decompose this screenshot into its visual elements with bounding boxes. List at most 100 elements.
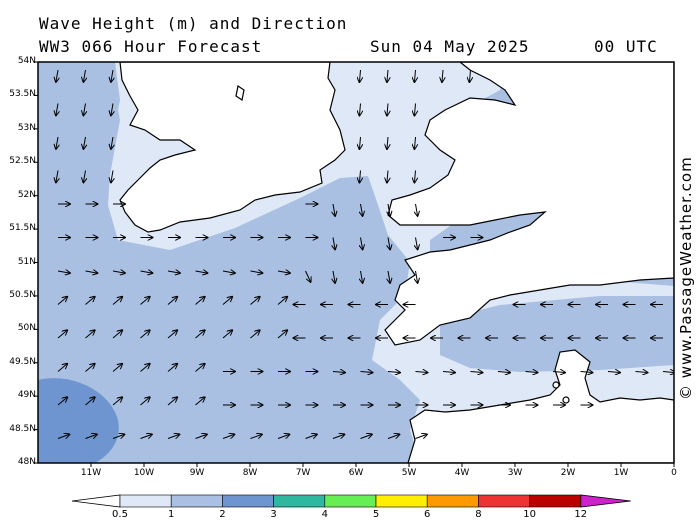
colorbar-tick-label: 1 [168, 509, 175, 520]
wave-arrow [361, 237, 363, 250]
colorbar-segment [170, 494, 223, 508]
wave-arrow [470, 372, 483, 373]
france-landmass [407, 349, 674, 463]
wave-arrow [360, 434, 372, 439]
wave-arrow [56, 69, 58, 82]
wave-arrow [414, 170, 415, 183]
wave-arrow [57, 434, 69, 439]
colorbar-segment [375, 494, 428, 508]
wave-arrow [360, 372, 373, 373]
wave-arrow [277, 434, 289, 439]
colorbar-tick-label: 5 [372, 509, 380, 520]
wave-arrow [112, 297, 122, 305]
lat-label: 52N [17, 189, 36, 200]
wave-arrow [525, 372, 538, 373]
wave-arrow [387, 170, 388, 183]
lon-label: 11W [80, 468, 102, 478]
wave-band-low-inner [350, 80, 430, 180]
wave-arrow [222, 330, 232, 339]
wave-arrow [167, 434, 179, 439]
wave-arrow [140, 330, 150, 339]
lon-label: 10W [133, 468, 155, 478]
colorbar-tick-label: 6 [424, 509, 431, 520]
wave-arrow [332, 434, 344, 439]
chart-title: Wave Height (m) and Direction [39, 14, 348, 33]
wave-arrow [85, 434, 97, 439]
isle-of-man [235, 85, 245, 101]
forecast-model: WW3 066 Hour Forecast [39, 37, 263, 56]
colorbar [71, 494, 631, 508]
wave-arrow [140, 271, 153, 273]
ireland-landmass [119, 62, 346, 233]
wave-arrow [195, 297, 205, 305]
wave-arrow [414, 136, 415, 149]
wave-arrow [83, 69, 85, 82]
lon-label: 0 [671, 468, 677, 478]
lon-label: 2W [560, 468, 576, 478]
wave-arrow [57, 297, 67, 305]
colorbar-segment [529, 494, 582, 508]
lon-label: 1W [613, 468, 629, 478]
wave-arrow [388, 270, 390, 283]
wave-arrow [140, 364, 150, 372]
wave-arrow [111, 170, 113, 183]
wave-arrow [442, 69, 443, 82]
wave-arrow [85, 330, 95, 339]
wave-arrow [607, 372, 620, 373]
wave-arrow [580, 372, 593, 373]
lon-label: 7W [295, 468, 311, 478]
wave-arrow [415, 434, 427, 439]
colorbar-segment [273, 494, 326, 508]
wave-arrow [56, 103, 58, 116]
forecast-time: 00 UTC [594, 37, 658, 56]
wave-arrow [112, 434, 124, 439]
wave-arrow [333, 270, 335, 283]
wave-band-mid [440, 296, 674, 372]
colorbar-tick-label: 2 [219, 509, 226, 520]
wave-arrow [195, 364, 205, 372]
wave-arrow [305, 270, 311, 282]
lat-label: 53.5N [9, 89, 36, 100]
wave-arrow [111, 69, 113, 82]
wave-arrow [359, 136, 360, 149]
colorbar-tick-label: 3 [270, 509, 277, 520]
wave-arrow [388, 203, 390, 216]
colorbar-tick-label: 8 [475, 509, 482, 520]
wave-arrow [57, 330, 67, 339]
wave-arrow [552, 372, 565, 373]
wave-arrow [112, 364, 122, 372]
wave-arrow [167, 364, 177, 372]
wave-arrow [662, 372, 674, 373]
wave-arrow [111, 136, 113, 149]
wave-arrow [83, 103, 85, 116]
wave-arrow [250, 330, 260, 339]
wave-arrow [167, 330, 177, 339]
lat-label: 50.5N [9, 289, 36, 300]
wave-arrow [167, 397, 177, 406]
wave-arrow [140, 297, 150, 305]
wave-arrow [111, 103, 113, 116]
wave-arrow [57, 397, 67, 406]
colorbar-segment [426, 494, 479, 508]
wave-arrow [85, 397, 95, 406]
colorbar-tick-label: 4 [321, 509, 328, 520]
wave-arrow [83, 136, 85, 149]
wave-arrow [332, 372, 345, 373]
wave-arrow [387, 372, 400, 373]
wave-arrow [416, 237, 418, 250]
wave-arrow [57, 364, 67, 372]
lat-label: 51.5N [9, 223, 36, 234]
lat-label: 49.5N [9, 356, 36, 367]
wave-arrow [414, 69, 415, 82]
wave-arrow [497, 372, 510, 373]
wave-arrow [388, 237, 390, 250]
wave-arrow [387, 136, 388, 149]
lon-label: 9W [189, 468, 205, 478]
channel-island [552, 381, 560, 389]
wave-arrow [387, 434, 399, 439]
wave-arrow [416, 270, 418, 283]
wave-arrow [277, 271, 290, 273]
colorbar-tick-label: 0.5 [112, 509, 128, 520]
lon-label: 6W [348, 468, 364, 478]
wave-arrow [277, 330, 287, 339]
